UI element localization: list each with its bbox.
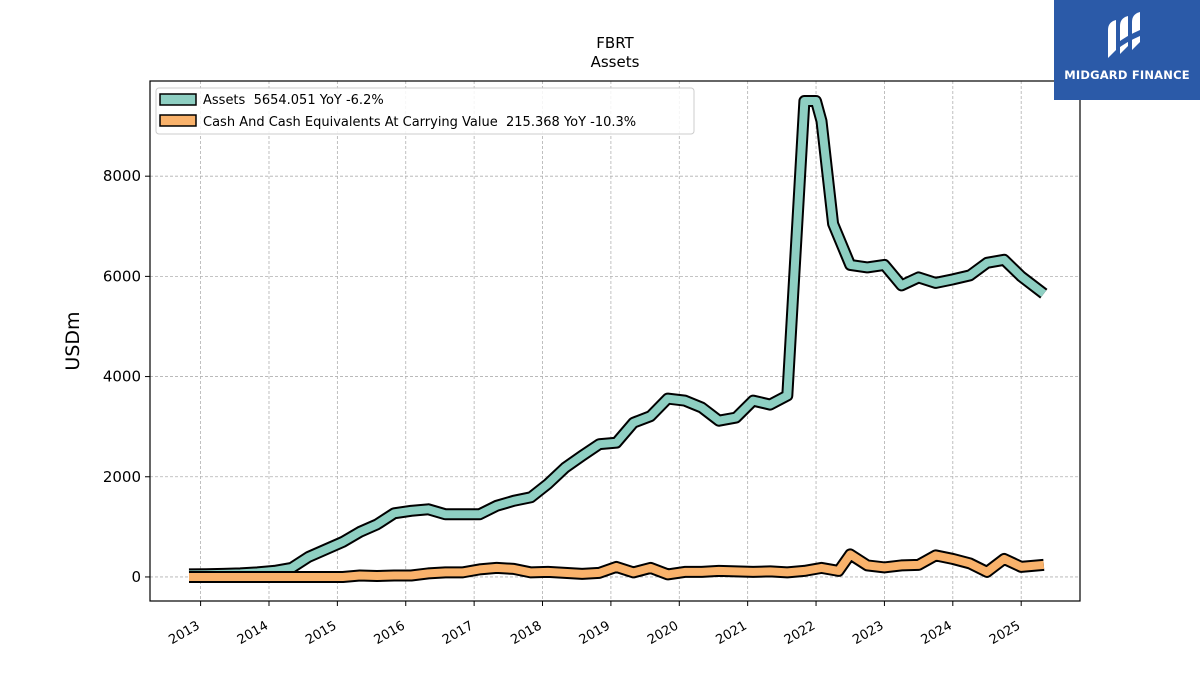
x-tick-label: 2024	[919, 618, 955, 648]
series-line-assets	[188, 97, 1047, 579]
x-tick-label: 2022	[782, 618, 818, 648]
y-axis-ticks: 0 2000 4000 6000 8000	[103, 167, 150, 586]
legend-swatch-assets	[159, 93, 197, 106]
x-tick-label: 2021	[714, 618, 750, 648]
y-tick-label: 6000	[103, 267, 141, 285]
y-tick-label: 8000	[103, 167, 141, 185]
y-tick-label: 4000	[103, 368, 141, 386]
chart-subtitle: Assets	[591, 53, 640, 71]
x-tick-label: 2019	[577, 618, 613, 648]
midgard-finance-logo: MIDGARD FINANCE	[1054, 0, 1200, 100]
legend-label-cash: Cash And Cash Equivalents At Carrying Va…	[203, 115, 636, 130]
plot-frame	[149, 80, 1081, 602]
legend-box	[155, 87, 695, 135]
chart-title: FBRT	[596, 34, 634, 52]
y-tick-label: 0	[131, 568, 141, 586]
x-axis-ticks: 2013 2014 2015 2016 2017 2018 2019 2020 2021 2022…	[166, 601, 1023, 648]
x-tick-label: 2017	[440, 618, 476, 648]
x-tick-label: 2023	[850, 618, 886, 648]
x-tick-label: 2013	[166, 618, 202, 648]
midgard-m-icon	[1108, 12, 1140, 58]
series-line-cash	[189, 550, 1045, 581]
x-tick-label: 2014	[235, 618, 271, 648]
x-tick-label: 2020	[645, 618, 681, 648]
grid-lines	[150, 81, 1080, 601]
x-tick-label: 2016	[372, 618, 408, 648]
legend-label-assets: Assets 5654.051 YoY -6.2%	[203, 93, 384, 108]
logo-text: MIDGARD FINANCE	[1064, 68, 1190, 82]
x-tick-label: 2015	[303, 618, 339, 648]
y-tick-label: 2000	[103, 468, 141, 486]
x-tick-label: 2025	[987, 618, 1023, 648]
x-tick-label: 2018	[508, 618, 544, 648]
series-outline-assets	[188, 95, 1048, 581]
plot-series	[188, 95, 1048, 583]
legend-swatch-cash	[159, 114, 197, 127]
y-axis-label: USDm	[62, 311, 84, 370]
legend: Assets 5654.051 YoY -6.2% Cash And Cash …	[155, 87, 695, 135]
